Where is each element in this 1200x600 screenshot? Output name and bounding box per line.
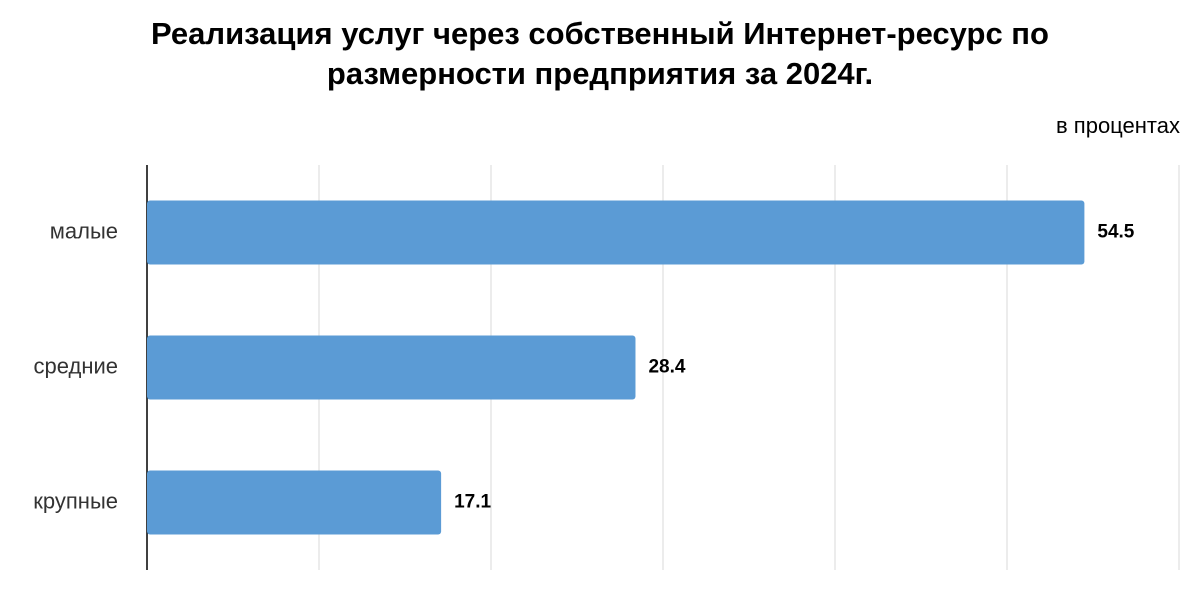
y-tick-label: средние [34,353,119,378]
y-tick-label: крупные [33,488,118,513]
bar [147,470,442,535]
bar [147,335,636,400]
value-label: 28.4 [648,357,685,378]
chart-title: Реализация услуг через собственный Интер… [151,16,1049,91]
bar [147,200,1085,265]
y-tick-label: малые [50,218,118,243]
value-label: 54.5 [1097,222,1134,243]
unit-label: в процентах [1056,113,1180,138]
value-label: 17.1 [454,492,491,513]
